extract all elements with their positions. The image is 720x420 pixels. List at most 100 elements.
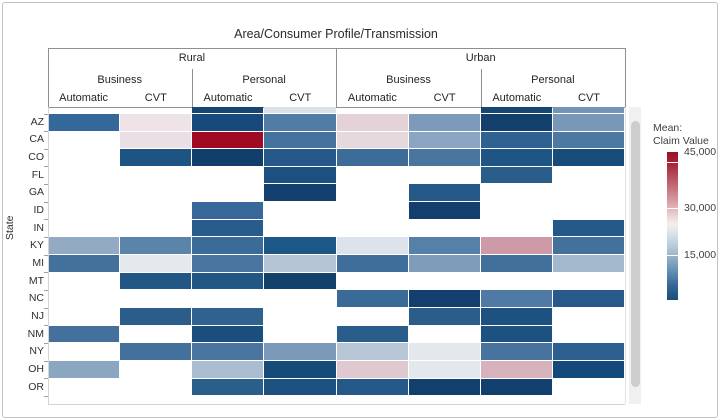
heatmap-cell[interactable] bbox=[120, 308, 192, 325]
heatmap-cell[interactable] bbox=[120, 255, 192, 272]
heatmap-cell[interactable] bbox=[408, 343, 481, 361]
heatmap-cell[interactable] bbox=[336, 290, 408, 308]
col-header-automatic[interactable]: Automatic bbox=[203, 92, 253, 104]
row-header-oh[interactable]: OH bbox=[28, 363, 44, 376]
heatmap-cell[interactable] bbox=[481, 149, 553, 166]
heatmap-cell[interactable] bbox=[408, 308, 481, 325]
heatmap-cell[interactable] bbox=[192, 325, 264, 343]
heatmap-cell[interactable] bbox=[47, 325, 120, 343]
heatmap-cell[interactable] bbox=[336, 149, 408, 166]
row-header-nj[interactable]: NJ bbox=[31, 310, 44, 323]
row-header-ga[interactable]: GA bbox=[28, 186, 44, 199]
heatmap-cell[interactable] bbox=[264, 113, 336, 131]
row-header-nm[interactable]: NM bbox=[27, 327, 44, 340]
heatmap-cell[interactable] bbox=[481, 378, 553, 396]
heatmap-cell[interactable] bbox=[264, 166, 336, 184]
row-header-ny[interactable]: NY bbox=[29, 345, 44, 358]
heatmap-cell[interactable] bbox=[481, 308, 553, 325]
heatmap-cell[interactable] bbox=[481, 361, 553, 378]
heatmap-cell[interactable] bbox=[481, 290, 553, 308]
heatmap-cell[interactable] bbox=[192, 131, 264, 149]
heatmap-cell[interactable] bbox=[120, 131, 192, 149]
row-header-mt[interactable]: MT bbox=[28, 274, 44, 287]
heatmap-cell[interactable] bbox=[408, 255, 481, 272]
heatmap-cell[interactable] bbox=[47, 361, 120, 378]
row-header-mi[interactable]: MI bbox=[32, 257, 44, 270]
heatmap-cell[interactable] bbox=[408, 149, 481, 166]
heatmap-cell[interactable] bbox=[553, 131, 625, 149]
col-header-personal[interactable]: Personal bbox=[531, 74, 575, 86]
col-header-cvt[interactable]: CVT bbox=[578, 92, 600, 104]
heatmap-cell[interactable] bbox=[481, 166, 553, 184]
scrollbar-thumb[interactable] bbox=[630, 121, 640, 387]
heatmap-cell[interactable] bbox=[192, 378, 264, 396]
heatmap-cell[interactable] bbox=[408, 237, 481, 255]
heatmap-cell[interactable] bbox=[553, 290, 625, 308]
heatmap-cell[interactable] bbox=[192, 219, 264, 237]
heatmap-cell[interactable] bbox=[264, 378, 336, 396]
row-header-nc[interactable]: NC bbox=[28, 292, 44, 305]
heatmap-cell[interactable] bbox=[192, 308, 264, 325]
col-header-rural[interactable]: Rural bbox=[178, 52, 206, 64]
heatmap-cell[interactable] bbox=[553, 107, 625, 113]
col-header-cvt[interactable]: CVT bbox=[433, 92, 456, 104]
heatmap-cell[interactable] bbox=[553, 113, 625, 131]
heatmap-cell[interactable] bbox=[408, 361, 481, 378]
heatmap-cell[interactable] bbox=[408, 113, 481, 131]
heatmap-cell[interactable] bbox=[192, 202, 264, 219]
heatmap-cell[interactable] bbox=[336, 131, 408, 149]
row-header-co[interactable]: CO bbox=[28, 151, 44, 164]
heatmap-cell[interactable] bbox=[264, 361, 336, 378]
heatmap-cell[interactable] bbox=[264, 149, 336, 166]
heatmap-cell[interactable] bbox=[264, 131, 336, 149]
scrollbar-track[interactable] bbox=[629, 107, 641, 404]
heatmap-cell[interactable] bbox=[120, 113, 192, 131]
heatmap-cell[interactable] bbox=[553, 219, 625, 237]
heatmap-cell[interactable] bbox=[336, 361, 408, 378]
heatmap-cell[interactable] bbox=[264, 255, 336, 272]
heatmap-cell[interactable] bbox=[553, 237, 625, 255]
heatmap-cell[interactable] bbox=[336, 255, 408, 272]
heatmap-cell[interactable] bbox=[264, 107, 336, 113]
heatmap-cell[interactable] bbox=[192, 237, 264, 255]
heatmap-cell[interactable] bbox=[192, 149, 264, 166]
heatmap-cell[interactable] bbox=[264, 237, 336, 255]
heatmap-cell[interactable] bbox=[192, 343, 264, 361]
heatmap-cell[interactable] bbox=[47, 237, 120, 255]
heatmap-cell[interactable] bbox=[120, 149, 192, 166]
heatmap-cell[interactable] bbox=[192, 255, 264, 272]
heatmap-cell[interactable] bbox=[336, 325, 408, 343]
col-header-automatic[interactable]: Automatic bbox=[492, 92, 542, 104]
col-header-urban[interactable]: Urban bbox=[465, 52, 496, 64]
heatmap-cell[interactable] bbox=[481, 107, 553, 113]
heatmap-cell[interactable] bbox=[408, 184, 481, 202]
heatmap-cell[interactable] bbox=[336, 378, 408, 396]
row-header-id[interactable]: ID bbox=[33, 204, 45, 217]
col-header-automatic[interactable]: Automatic bbox=[347, 92, 397, 104]
heatmap-cell[interactable] bbox=[553, 255, 625, 272]
heatmap-cell[interactable] bbox=[47, 255, 120, 272]
col-header-business[interactable]: Business bbox=[97, 74, 143, 86]
col-header-cvt[interactable]: CVT bbox=[289, 92, 312, 104]
row-header-ca[interactable]: CA bbox=[29, 133, 44, 146]
heatmap-cell[interactable] bbox=[408, 202, 481, 219]
heatmap-cell[interactable] bbox=[481, 343, 553, 361]
heatmap-cell[interactable] bbox=[120, 343, 192, 361]
row-header-or[interactable]: OR bbox=[28, 380, 44, 393]
heatmap-cell[interactable] bbox=[120, 272, 192, 290]
col-header-personal[interactable]: Personal bbox=[242, 74, 286, 86]
heatmap-cell[interactable] bbox=[408, 131, 481, 149]
heatmap-cell[interactable] bbox=[47, 113, 120, 131]
heatmap-cell[interactable] bbox=[192, 361, 264, 378]
heatmap-cell[interactable] bbox=[481, 131, 553, 149]
heatmap-cell[interactable] bbox=[336, 343, 408, 361]
heatmap-cell[interactable] bbox=[264, 184, 336, 202]
heatmap-cell[interactable] bbox=[264, 272, 336, 290]
heatmap-cell[interactable] bbox=[481, 237, 553, 255]
heatmap-cell[interactable] bbox=[481, 113, 553, 131]
heatmap-cell[interactable] bbox=[481, 325, 553, 343]
heatmap-cell[interactable] bbox=[336, 113, 408, 131]
heatmap-cell[interactable] bbox=[553, 361, 625, 378]
row-header-fl[interactable]: FL bbox=[31, 168, 44, 181]
heatmap-cell[interactable] bbox=[192, 107, 264, 113]
